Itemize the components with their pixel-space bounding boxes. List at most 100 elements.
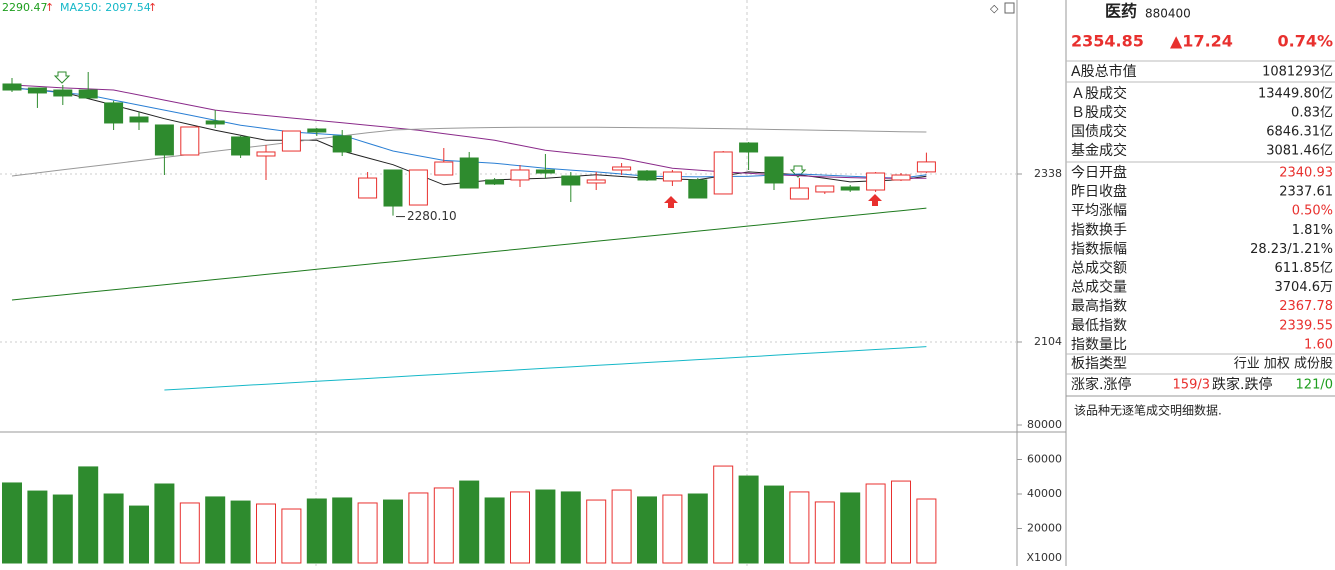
signal-down xyxy=(789,165,807,178)
row-value: 0.50% xyxy=(1292,204,1333,219)
candle-body xyxy=(459,157,479,189)
volume-bar xyxy=(154,483,175,564)
row-value: 1.81% xyxy=(1292,223,1333,238)
volume-bar xyxy=(814,501,835,564)
volume-bar xyxy=(916,498,937,564)
index-name: 医药 xyxy=(1105,2,1137,21)
candle-body xyxy=(281,130,301,152)
candle-body xyxy=(434,161,454,176)
row-value: 2340.93 xyxy=(1279,166,1333,181)
unit-label: X1000 xyxy=(1026,551,1062,564)
volume-bar xyxy=(205,496,226,564)
change: ▲17.24 xyxy=(1170,32,1233,51)
volume-bar xyxy=(789,491,810,564)
candle-body xyxy=(180,126,200,156)
candle-body xyxy=(78,89,98,99)
legend-ma120: 2290.47 xyxy=(2,1,48,14)
candle-body xyxy=(662,171,682,182)
row-label: 跌家.跌停 xyxy=(1212,376,1272,393)
candle-body xyxy=(739,142,759,153)
signal-up xyxy=(664,196,678,208)
icon-window[interactable] xyxy=(1004,2,1015,14)
candle-body xyxy=(231,136,251,156)
row-value: 2339.55 xyxy=(1279,318,1333,333)
volume-bar xyxy=(484,497,505,564)
y-tick-label: 2338 xyxy=(1034,167,1062,180)
volume-bar xyxy=(535,489,556,564)
candle-body xyxy=(2,83,22,91)
candle-body xyxy=(586,179,606,184)
volume-bar xyxy=(840,492,861,564)
row-value: 6846.31亿 xyxy=(1266,125,1333,140)
candle-body xyxy=(27,87,47,94)
volume-bar xyxy=(433,487,454,564)
row-label: 指数振幅 xyxy=(1071,241,1127,257)
volume-bar xyxy=(78,466,99,564)
candle-body xyxy=(713,151,733,195)
volume-bar xyxy=(103,493,124,564)
ma-line xyxy=(164,346,927,391)
volume-bar xyxy=(611,489,632,564)
row-label: Ｂ股成交 xyxy=(1071,104,1127,121)
candle-body xyxy=(815,185,835,193)
volume-bar xyxy=(865,483,886,564)
index-code: 880400 xyxy=(1145,7,1191,21)
row-value: 2367.78 xyxy=(1279,299,1333,314)
row-value: 611.85亿 xyxy=(1275,261,1334,276)
candle-body xyxy=(612,166,632,171)
candle-body xyxy=(332,135,352,153)
change-pct: 0.74% xyxy=(1277,32,1333,51)
row-label: 总成交额 xyxy=(1071,260,1127,277)
volume-bar xyxy=(891,480,911,564)
row-label: 今日开盘 xyxy=(1071,164,1127,181)
volume-bar xyxy=(52,494,73,564)
price: 2354.85 xyxy=(1071,32,1144,51)
volume-bar xyxy=(179,502,200,564)
row-value: 2337.61 xyxy=(1279,185,1333,200)
y-tick-label: 20000 xyxy=(1027,522,1062,535)
row-label: 指数换手 xyxy=(1071,221,1127,238)
icon-diamond[interactable]: ◇ xyxy=(990,2,999,15)
candle-body xyxy=(688,179,708,199)
volume-bar xyxy=(738,475,759,564)
volume-bar xyxy=(27,490,48,564)
row-value: 3081.46亿 xyxy=(1266,144,1333,159)
volume-bar xyxy=(2,482,22,564)
signal-down xyxy=(53,71,71,84)
row-value: 0.83亿 xyxy=(1291,106,1333,121)
row-value: 28.23/1.21% xyxy=(1250,242,1333,257)
row-label: 总成交量 xyxy=(1071,279,1127,296)
volume-bar xyxy=(764,485,784,564)
candle-body xyxy=(789,187,809,200)
row-value: 3704.6万 xyxy=(1275,280,1334,295)
candle-body xyxy=(53,89,73,97)
legend-ma250: MA250: 2097.54 xyxy=(60,1,151,14)
candle-body xyxy=(866,172,886,191)
row-value: 13449.80亿 xyxy=(1258,87,1333,102)
candle-body xyxy=(256,151,276,157)
legend-arrow: ↑ xyxy=(148,1,157,14)
row-label: 平均涨幅 xyxy=(1071,203,1127,219)
candle-body xyxy=(154,124,174,156)
candle-body xyxy=(916,161,936,173)
candle-body xyxy=(205,120,225,125)
volume-bar xyxy=(560,491,581,564)
volume-bar xyxy=(129,505,149,564)
volume-bar xyxy=(256,503,276,564)
y-tick-label: 80000 xyxy=(1027,418,1062,431)
candle-body xyxy=(891,174,911,181)
candle-body xyxy=(840,186,860,191)
y-tick-label: 2104 xyxy=(1034,335,1062,348)
row-value: 159/3 xyxy=(1173,378,1210,393)
low-annotation: 2280.10 xyxy=(407,209,457,223)
candle-body xyxy=(485,179,505,185)
ma-line xyxy=(11,207,927,301)
candle-body xyxy=(510,169,530,181)
candle-body xyxy=(383,169,403,207)
legend-arrow: ↑ xyxy=(45,1,54,14)
row-value: 行业 加权 成份股 xyxy=(1234,356,1333,372)
row-value: 1081293亿 xyxy=(1262,65,1333,80)
